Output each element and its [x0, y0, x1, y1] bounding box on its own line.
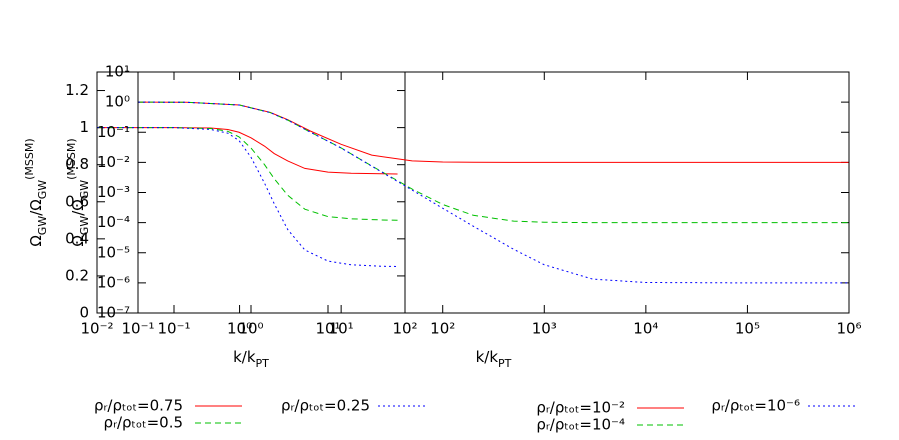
- y-tick-label: 0.2: [65, 266, 89, 284]
- label-part: Ω: [69, 235, 87, 246]
- label-part: GW: [78, 180, 91, 200]
- label-part: GW: [78, 216, 91, 236]
- y-tick-label: 10⁰: [105, 93, 130, 111]
- y-tick-label: 0: [79, 304, 89, 322]
- x-tick-label: 10⁻¹: [157, 320, 190, 338]
- y-tick-label: 10⁻¹: [97, 123, 130, 141]
- label-part: PT: [256, 357, 270, 370]
- label-part: /Ω: [69, 199, 87, 216]
- label-part: GW: [36, 180, 49, 200]
- legend-label: ρᵣ/ρₜₒₜ=0.5: [104, 414, 183, 432]
- y-tick-label: 10⁻⁶: [97, 273, 130, 291]
- y-tick-label: 10⁻⁷: [97, 304, 130, 322]
- y-tick-label: 0.6: [65, 192, 89, 210]
- y-tick-label: 10⁻³: [97, 183, 130, 201]
- label-part: k/k: [233, 348, 256, 366]
- y-tick-label: 0.8: [65, 155, 89, 173]
- label-part: Ω: [27, 235, 45, 246]
- label-part: k/k: [476, 348, 499, 366]
- x-tick-label: 10¹: [329, 320, 354, 338]
- legend-label: ρᵣ/ρₜₒₜ=0.75: [94, 397, 183, 415]
- label-part: (MSSM): [65, 138, 78, 180]
- series-line: [137, 101, 849, 224]
- x-tick-label: 10²: [392, 320, 417, 338]
- x-axis-label: k/kPT: [233, 348, 269, 370]
- y-tick-label: 1.2: [65, 81, 89, 99]
- label-part: GW: [36, 216, 49, 236]
- y-tick-label: 10⁻⁵: [97, 243, 130, 261]
- x-tick-label: 10⁵: [735, 320, 760, 338]
- plot-frame: [137, 71, 850, 314]
- y-tick-label: 1: [79, 118, 89, 136]
- y-tick-label: 10⁻⁴: [97, 213, 130, 231]
- y-tick-label: 0.4: [65, 229, 89, 247]
- x-tick-label: 10⁶: [836, 320, 861, 338]
- x-tick-label: 10³: [532, 320, 557, 338]
- y-axis-label: ΩGW/ΩGW(MSSM): [65, 138, 91, 246]
- series-line: [97, 127, 398, 175]
- y-tick-label: 10¹: [105, 63, 130, 81]
- x-axis-label: k/kPT: [476, 348, 512, 370]
- legend-label: ρᵣ/ρₜₒₜ=10⁻²: [536, 399, 625, 417]
- x-tick-label: 10⁴: [633, 320, 658, 338]
- series-line: [137, 101, 849, 284]
- y-axis-label: ΩGW/ΩGW(MSSM): [23, 138, 49, 246]
- series-line: [137, 101, 849, 163]
- legend-label: ρᵣ/ρₜₒₜ=0.25: [281, 397, 370, 415]
- series-line: [97, 127, 398, 221]
- x-tick-label: 10⁰: [238, 320, 263, 338]
- y-tick-label: 10⁻²: [97, 153, 130, 171]
- legend-label: ρᵣ/ρₜₒₜ=10⁻⁴: [536, 416, 625, 434]
- x-tick-label: 10⁻²: [80, 320, 113, 338]
- series-line: [97, 127, 398, 267]
- label-part: /Ω: [27, 199, 45, 216]
- x-tick-label: 10⁻¹: [121, 320, 154, 338]
- label-part: (MSSM): [23, 138, 36, 180]
- label-part: PT: [498, 357, 512, 370]
- x-tick-label: 10¹: [315, 320, 340, 338]
- legend-label: ρᵣ/ρₜₒₜ=10⁻⁶: [711, 397, 800, 415]
- x-tick-label: 10²: [430, 320, 455, 338]
- x-tick-label: 10⁰: [227, 320, 252, 338]
